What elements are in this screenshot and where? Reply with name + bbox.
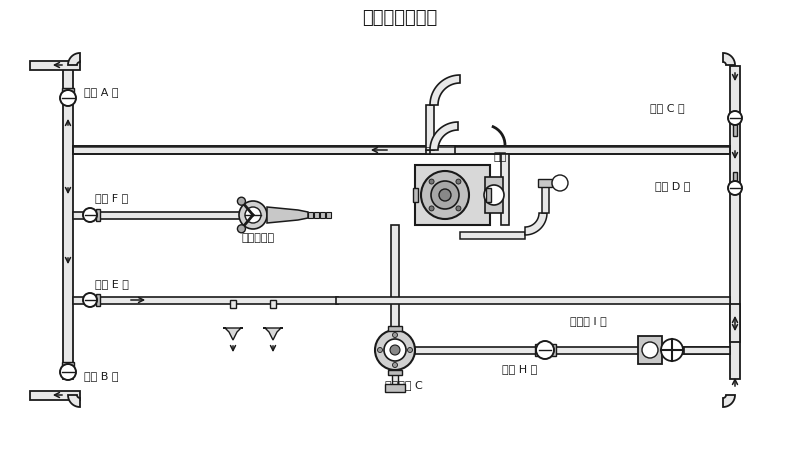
- Circle shape: [429, 206, 434, 211]
- Bar: [413, 188, 418, 202]
- Text: 球阀 B 开: 球阀 B 开: [84, 371, 118, 381]
- Bar: [73, 297, 338, 303]
- Polygon shape: [223, 328, 243, 340]
- Bar: [430, 146, 455, 154]
- Circle shape: [456, 206, 461, 211]
- Circle shape: [728, 181, 742, 195]
- Bar: [460, 231, 525, 239]
- Bar: [270, 300, 276, 308]
- Bar: [638, 336, 662, 364]
- Polygon shape: [263, 328, 283, 340]
- Circle shape: [390, 345, 400, 355]
- Polygon shape: [525, 213, 547, 235]
- Bar: [485, 177, 503, 213]
- Circle shape: [384, 339, 406, 361]
- Polygon shape: [430, 75, 460, 105]
- Circle shape: [393, 363, 398, 368]
- Circle shape: [60, 90, 76, 106]
- Bar: [730, 66, 740, 379]
- Text: 洒水炮出口: 洒水炮出口: [242, 233, 274, 243]
- Text: 球阀 A 开: 球阀 A 开: [84, 87, 118, 97]
- Circle shape: [421, 171, 469, 219]
- Bar: [392, 372, 398, 385]
- Polygon shape: [723, 53, 735, 65]
- Bar: [730, 304, 740, 342]
- Circle shape: [456, 179, 461, 184]
- Text: 球阀 H 关: 球阀 H 关: [502, 364, 538, 374]
- Circle shape: [431, 181, 459, 209]
- Bar: [314, 212, 319, 218]
- Text: 三通球阀 C: 三通球阀 C: [385, 380, 422, 390]
- Circle shape: [407, 347, 413, 352]
- Bar: [30, 391, 80, 400]
- Text: 洒水、浇灌花木: 洒水、浇灌花木: [362, 9, 438, 27]
- Circle shape: [536, 341, 554, 359]
- Circle shape: [484, 185, 504, 205]
- Circle shape: [393, 333, 398, 338]
- Text: 球阀 F 关: 球阀 F 关: [95, 193, 128, 203]
- Circle shape: [642, 342, 658, 358]
- Text: 消防栓 I 关: 消防栓 I 关: [570, 316, 606, 326]
- Bar: [73, 146, 730, 154]
- Circle shape: [661, 339, 683, 361]
- Polygon shape: [267, 207, 308, 223]
- Bar: [501, 154, 509, 225]
- Bar: [426, 150, 434, 154]
- Bar: [62, 88, 74, 92]
- Bar: [415, 346, 730, 354]
- Circle shape: [245, 207, 261, 223]
- Bar: [426, 105, 434, 150]
- Bar: [96, 294, 100, 306]
- Bar: [415, 165, 490, 225]
- Text: 球阀 C 开: 球阀 C 开: [650, 103, 685, 113]
- Bar: [538, 179, 552, 187]
- Bar: [550, 344, 555, 356]
- Bar: [30, 60, 80, 69]
- Circle shape: [238, 225, 246, 233]
- Bar: [391, 225, 399, 328]
- Bar: [684, 346, 730, 354]
- Bar: [542, 185, 549, 213]
- Circle shape: [429, 179, 434, 184]
- Circle shape: [552, 175, 568, 191]
- Bar: [733, 172, 737, 184]
- Circle shape: [728, 111, 742, 125]
- Bar: [388, 369, 402, 374]
- Circle shape: [60, 364, 76, 380]
- Circle shape: [238, 197, 246, 205]
- Bar: [62, 362, 74, 366]
- Bar: [534, 344, 539, 356]
- Bar: [63, 66, 73, 379]
- Bar: [326, 212, 331, 218]
- Circle shape: [83, 293, 97, 307]
- Bar: [486, 188, 490, 202]
- Bar: [320, 212, 325, 218]
- Text: 球阀 E 开: 球阀 E 开: [95, 279, 129, 289]
- Circle shape: [439, 189, 451, 201]
- Bar: [96, 209, 100, 221]
- Polygon shape: [430, 122, 458, 150]
- Polygon shape: [68, 53, 80, 65]
- Bar: [733, 124, 737, 136]
- Bar: [230, 300, 236, 308]
- Bar: [73, 212, 253, 219]
- Bar: [388, 325, 402, 330]
- Polygon shape: [68, 395, 80, 407]
- Circle shape: [83, 208, 97, 222]
- Circle shape: [239, 201, 267, 229]
- Text: 水泵: 水泵: [494, 152, 506, 162]
- Polygon shape: [723, 395, 735, 407]
- Bar: [308, 212, 313, 218]
- Bar: [385, 384, 405, 392]
- Bar: [336, 297, 730, 303]
- Circle shape: [375, 330, 415, 370]
- Circle shape: [378, 347, 382, 352]
- Text: 球阀 D 开: 球阀 D 开: [655, 181, 690, 191]
